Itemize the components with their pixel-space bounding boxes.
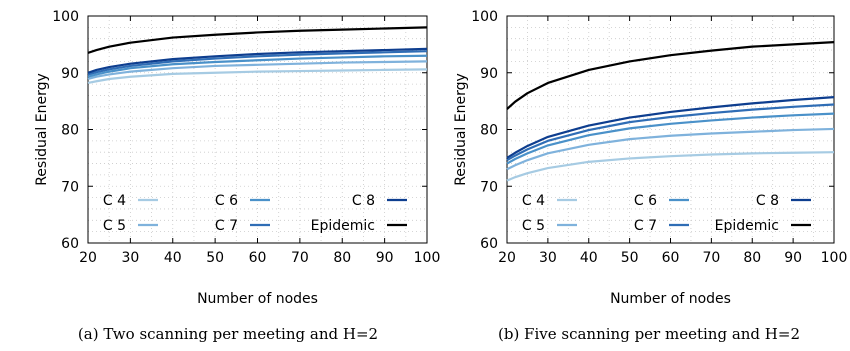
legend-label: C 5 bbox=[103, 218, 126, 234]
series-line-c-5 bbox=[506, 127, 835, 171]
legend-label: Epidemic bbox=[715, 218, 779, 234]
x-tick-label: 30 bbox=[539, 250, 557, 266]
series-line-c-8 bbox=[87, 47, 428, 74]
series-line-c-8 bbox=[506, 96, 835, 159]
y-axis-label: Residual Energy bbox=[34, 73, 50, 186]
legend-label: C 8 bbox=[756, 193, 779, 209]
legend-label: Epidemic bbox=[311, 218, 375, 234]
x-tick-label: 60 bbox=[249, 250, 267, 266]
y-tick-label: 60 bbox=[61, 236, 79, 252]
y-tick-label: 100 bbox=[471, 9, 498, 25]
x-tick-label: 60 bbox=[662, 250, 680, 266]
x-tick-label: 100 bbox=[821, 250, 848, 266]
x-tick-label: 70 bbox=[291, 250, 309, 266]
y-tick-label: 60 bbox=[480, 236, 498, 252]
x-tick-label: 70 bbox=[702, 250, 720, 266]
y-tick-label: 90 bbox=[61, 66, 79, 82]
series-line-c-7 bbox=[506, 103, 835, 162]
x-tick-label: 90 bbox=[784, 250, 802, 266]
series-line-c-4 bbox=[506, 151, 835, 182]
caption-b: (b) Five scanning per meeting and H=2 bbox=[498, 325, 800, 343]
legend-label: C 8 bbox=[352, 193, 375, 209]
y-tick-label: 70 bbox=[480, 179, 498, 195]
series-line-c-5 bbox=[87, 60, 428, 81]
caption-a: (a) Two scanning per meeting and H=2 bbox=[78, 325, 378, 343]
x-tick-label: 30 bbox=[121, 250, 139, 266]
y-tick-label: 80 bbox=[61, 123, 79, 139]
x-tick-label: 100 bbox=[414, 250, 441, 266]
chart-panel-a: 20 30 40 50 60 70 80 90 100 60 70 80 90 100 Number of … bbox=[34, 9, 440, 307]
y-axis-label: Residual Energy bbox=[453, 73, 469, 186]
legend-label: C 5 bbox=[522, 218, 545, 234]
x-tick-label: 20 bbox=[79, 250, 97, 266]
x-tick-label: 80 bbox=[743, 250, 761, 266]
series-line-epidemic bbox=[87, 26, 428, 54]
legend-label: C 6 bbox=[634, 193, 657, 209]
legend-label: C 6 bbox=[215, 193, 238, 209]
x-tick-label: 80 bbox=[333, 250, 351, 266]
x-tick-label: 20 bbox=[498, 250, 516, 266]
series-line-c-6 bbox=[506, 112, 835, 165]
y-tick-label: 90 bbox=[480, 66, 498, 82]
y-tick-label: 70 bbox=[61, 179, 79, 195]
legend-label: C 7 bbox=[634, 218, 657, 234]
x-tick-label: 50 bbox=[206, 250, 224, 266]
y-tick-label: 80 bbox=[480, 123, 498, 139]
y-tick-label: 100 bbox=[52, 9, 79, 25]
chart-panel-b: 20 30 40 50 60 70 80 90 100 60 70 80 90 100 Number of … bbox=[453, 9, 847, 307]
x-axis-label: Number of nodes bbox=[610, 291, 731, 307]
series-line-c-7 bbox=[87, 50, 428, 76]
x-tick-label: 90 bbox=[376, 250, 394, 266]
series-line-epidemic bbox=[506, 41, 835, 110]
legend-label: C 7 bbox=[215, 218, 238, 234]
x-tick-label: 40 bbox=[580, 250, 598, 266]
x-tick-label: 50 bbox=[621, 250, 639, 266]
series-line-c-6 bbox=[87, 54, 428, 78]
legend-label: C 4 bbox=[103, 193, 126, 209]
x-tick-label: 40 bbox=[164, 250, 182, 266]
series-line-c-4 bbox=[87, 68, 428, 85]
legend-label: C 4 bbox=[522, 193, 545, 209]
x-axis-label: Number of nodes bbox=[197, 291, 318, 307]
